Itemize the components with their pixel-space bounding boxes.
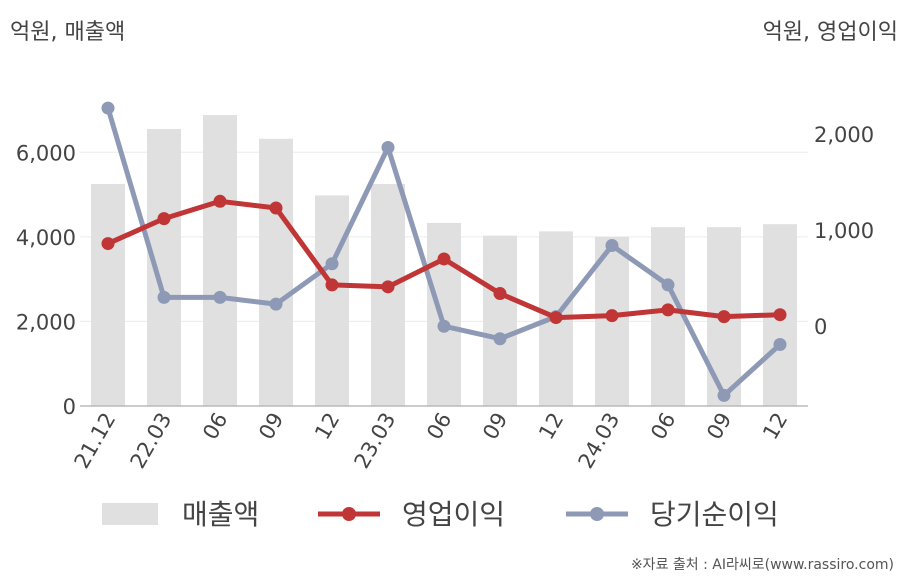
series-point [773,337,787,351]
revenue-bar [483,235,517,406]
series-point [437,319,451,333]
left-axis-unit-label: 억원, 매출액 [10,20,126,45]
series-point [773,308,787,322]
right-tick-label: 0 [814,315,827,339]
legend-label-operating-profit: 영업이익 [402,498,505,531]
revenue-bar [203,115,237,407]
legend-label-net-income: 당기순이익 [650,498,779,531]
revenue-bar [371,184,405,406]
series-point [717,310,731,324]
series-point [101,101,115,115]
legend: 매출액 영업이익 당기순이익 [102,498,779,531]
left-tick-label: 4,000 [16,226,76,250]
series-point [157,290,171,304]
x-tick-label: 09 [702,409,736,444]
left-tick-label: 0 [63,395,76,419]
series-point [269,201,283,215]
series-point [213,194,227,208]
x-tick-label: 12 [758,409,792,444]
series-point [213,290,227,304]
series-point [325,257,339,271]
left-tick-label: 2,000 [16,310,76,334]
right-tick-label: 2,000 [814,123,874,147]
revenue-bar [147,129,181,406]
x-tick-label: 06 [198,409,232,444]
legend-marker-operating-profit [342,507,356,521]
series-point [269,297,283,311]
series-point [381,140,395,154]
series-point [437,252,451,266]
x-tick-label: 23.03 [349,409,400,473]
x-tick-label: 22.03 [125,409,176,473]
series-point [381,280,395,294]
x-axis-ticks: 21.12 22.03 06 09 12 23.03 06 09 12 24.03 06 09 12 [69,409,792,473]
series-point [605,309,619,323]
legend-swatch-revenue [102,503,158,525]
left-tick-label: 6,000 [16,141,76,165]
revenue-bar [315,195,349,406]
series-point [661,303,675,317]
legend-label-revenue: 매출액 [182,498,259,531]
series-point [101,237,115,251]
left-axis-ticks: 0 2,000 4,000 6,000 [16,141,76,419]
revenue-bar [427,222,461,406]
legend-marker-net-income [590,507,604,521]
revenue-bar [651,227,685,406]
x-tick-label: 09 [478,409,512,444]
series-point [605,239,619,253]
x-tick-label: 06 [646,409,680,444]
x-tick-label: 06 [422,409,456,444]
x-tick-label: 12 [310,409,344,444]
series-point [493,332,507,346]
revenue-bar [91,184,125,406]
revenue-bar [259,138,293,407]
series-point [325,278,339,292]
series-point [549,311,563,325]
right-axis-unit-label: 억원, 영업이익 [762,20,898,45]
source-credit: ※자료 출처 : AI라씨로(www.rassiro.com) [630,557,894,573]
series-point [661,278,675,292]
right-tick-label: 1,000 [814,219,874,243]
line-series [101,101,787,402]
x-tick-label: 09 [254,409,288,444]
x-tick-label: 21.12 [69,409,120,473]
series-point [493,287,507,301]
x-tick-label: 12 [534,409,568,444]
x-tick-label: 24.03 [573,409,624,473]
series-point [157,212,171,226]
series-point [717,388,731,402]
right-axis-ticks: 0 1,000 2,000 [814,123,874,339]
